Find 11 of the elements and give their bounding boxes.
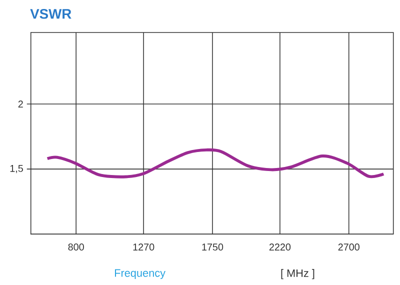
line-series: [46, 148, 386, 178]
x-tick-label: 1270: [133, 244, 154, 251]
y-tick-label: 1,5: [10, 164, 23, 174]
text: [ MHz ]: [281, 269, 314, 280]
chart-title: VSWR: [30, 8, 72, 19]
x-tick-label: 1750: [202, 244, 224, 251]
x-tick-label: 2220: [269, 244, 291, 251]
x-tick-label: 2700: [338, 244, 360, 251]
x-axis-title: Frequency: [114, 269, 166, 279]
x-tick-label: 800: [68, 244, 84, 251]
y-tick-label: 2: [18, 100, 23, 108]
